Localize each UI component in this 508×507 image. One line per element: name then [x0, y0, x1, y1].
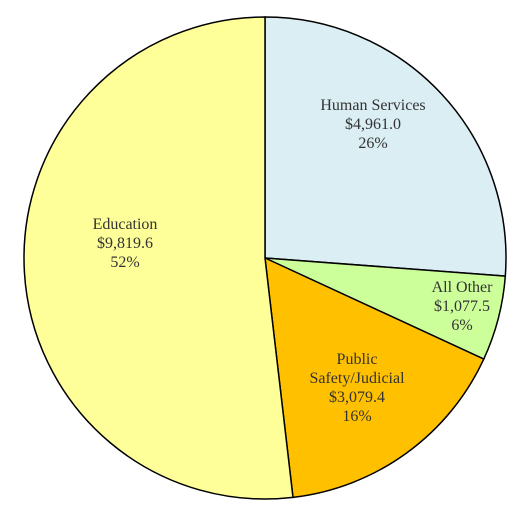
slice-label: Education $9,819.6 52% — [65, 215, 185, 272]
category-label: Education — [92, 216, 158, 233]
percentage-label: 26% — [358, 135, 388, 152]
slice-label: All Other $1,077.5 6% — [417, 278, 507, 335]
value-label: $9,819.6 — [97, 235, 153, 252]
pie-slice — [264, 256, 485, 499]
pie-slice — [23, 16, 294, 500]
percentage-label: 16% — [342, 408, 372, 425]
category-label: Human Services — [320, 97, 426, 114]
category-label: Public Safety/Judicial — [309, 351, 405, 387]
value-label: $3,079.4 — [329, 389, 385, 406]
value-label: $4,961.0 — [345, 116, 401, 133]
value-label: $1,077.5 — [434, 298, 490, 315]
slice-label: Human Services $4,961.0 26% — [298, 96, 448, 153]
percentage-label: 52% — [110, 254, 140, 271]
percentage-label: 6% — [451, 317, 473, 334]
pie-slice — [264, 16, 507, 277]
category-label: All Other — [431, 279, 493, 296]
slice-label: Public Safety/Judicial $3,079.4 16% — [297, 350, 417, 426]
